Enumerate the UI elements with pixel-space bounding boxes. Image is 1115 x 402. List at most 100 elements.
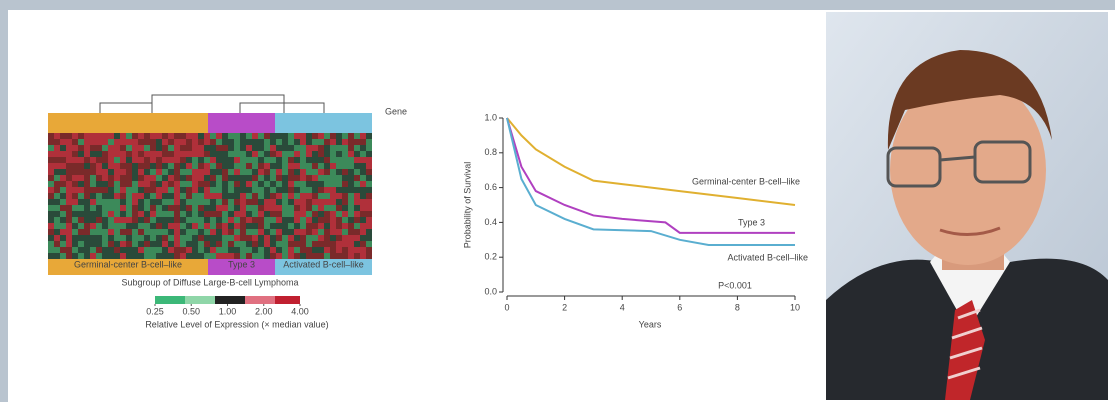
- heatmap-texture: [354, 139, 360, 145]
- heatmap-texture: [48, 247, 54, 253]
- heatmap-texture: [120, 223, 126, 229]
- colorbar-tick-label: 0.25: [146, 306, 164, 316]
- heatmap-texture: [60, 253, 66, 259]
- heatmap-texture: [282, 205, 288, 211]
- heatmap-texture: [138, 205, 144, 211]
- heatmap-texture: [90, 241, 96, 247]
- heatmap-texture: [258, 175, 264, 181]
- heatmap-texture: [216, 175, 222, 181]
- heatmap-texture: [108, 211, 114, 217]
- heatmap-texture: [336, 187, 342, 193]
- heatmap-texture: [204, 205, 210, 211]
- heatmap-texture: [342, 193, 348, 199]
- heatmap-texture: [228, 199, 234, 205]
- heatmap-texture: [252, 241, 258, 247]
- heatmap-texture: [330, 163, 336, 169]
- heatmap-texture: [198, 241, 204, 247]
- heatmap-texture: [282, 175, 288, 181]
- heatmap-texture: [228, 151, 234, 157]
- colorbar-swatch: [195, 296, 200, 304]
- heatmap-texture: [234, 139, 240, 145]
- heatmap-texture: [276, 139, 282, 145]
- heatmap-texture: [150, 151, 156, 157]
- heatmap-texture: [78, 163, 84, 169]
- colorbar-swatch: [180, 296, 185, 304]
- heatmap-texture: [96, 253, 102, 259]
- heatmap-texture: [138, 229, 144, 235]
- heatmap-texture: [54, 247, 60, 253]
- heatmap-texture: [150, 205, 156, 211]
- heatmap-texture: [258, 139, 264, 145]
- heatmap-texture: [216, 241, 222, 247]
- heatmap-texture: [72, 217, 78, 223]
- heatmap-texture: [324, 241, 330, 247]
- heatmap-texture: [156, 151, 162, 157]
- heatmap-texture: [186, 157, 192, 163]
- heatmap-texture: [360, 199, 366, 205]
- heatmap-texture: [78, 241, 84, 247]
- heatmap-texture: [270, 157, 276, 163]
- heatmap-texture: [180, 193, 186, 199]
- heatmap-texture: [222, 163, 228, 169]
- heatmap-texture: [138, 199, 144, 205]
- heatmap-texture: [342, 163, 348, 169]
- heatmap-texture: [156, 211, 162, 217]
- x-tick-label: 2: [562, 302, 567, 312]
- heatmap-texture: [282, 139, 288, 145]
- heatmap-texture: [342, 217, 348, 223]
- heatmap-texture: [330, 145, 336, 151]
- heatmap-texture: [270, 193, 276, 199]
- heatmap-texture: [216, 223, 222, 229]
- heatmap-texture: [114, 235, 120, 241]
- heatmap-texture: [276, 241, 282, 247]
- heatmap-texture: [66, 223, 72, 229]
- heatmap-texture: [90, 175, 96, 181]
- heatmap-texture: [168, 181, 174, 187]
- heatmap-texture: [348, 223, 354, 229]
- heatmap-texture: [108, 181, 114, 187]
- heatmap-texture: [54, 145, 60, 151]
- heatmap-texture: [258, 229, 264, 235]
- heatmap-texture: [270, 151, 276, 157]
- heatmap-texture: [354, 163, 360, 169]
- heatmap-texture: [156, 247, 162, 253]
- heatmap-texture: [324, 199, 330, 205]
- heatmap-texture: [192, 205, 198, 211]
- heatmap-texture: [174, 253, 180, 259]
- heatmap-texture: [150, 187, 156, 193]
- heatmap-texture: [54, 181, 60, 187]
- heatmap-texture: [180, 241, 186, 247]
- heatmap-texture: [348, 253, 354, 259]
- heatmap-texture: [264, 211, 270, 217]
- heatmap-texture: [60, 139, 66, 145]
- heatmap-texture: [222, 235, 228, 241]
- heatmap-texture: [168, 139, 174, 145]
- heatmap-texture: [60, 241, 66, 247]
- heatmap-texture: [144, 199, 150, 205]
- heatmap-texture: [258, 241, 264, 247]
- heatmap-texture: [144, 235, 150, 241]
- heatmap-texture: [360, 253, 366, 259]
- heatmap-texture: [66, 163, 72, 169]
- heatmap-texture: [240, 205, 246, 211]
- colorbar-swatch: [275, 296, 280, 304]
- heatmap-texture: [132, 175, 138, 181]
- heatmap-texture: [84, 253, 90, 259]
- heatmap-texture: [192, 175, 198, 181]
- heatmap-texture: [288, 145, 294, 151]
- heatmap-texture: [174, 229, 180, 235]
- heatmap-texture: [228, 217, 234, 223]
- heatmap-texture: [246, 181, 252, 187]
- heatmap-texture: [204, 181, 210, 187]
- heatmap-texture: [354, 241, 360, 247]
- heatmap-texture: [222, 151, 228, 157]
- heatmap-texture: [138, 145, 144, 151]
- heatmap-texture: [294, 169, 300, 175]
- colorbar-swatch: [240, 296, 245, 304]
- survival-curve: [506, 117, 795, 247]
- heatmap-texture: [264, 223, 270, 229]
- heatmap-texture: [336, 193, 342, 199]
- heatmap-texture: [228, 193, 234, 199]
- heatmap-texture: [222, 217, 228, 223]
- heatmap-texture: [258, 181, 264, 187]
